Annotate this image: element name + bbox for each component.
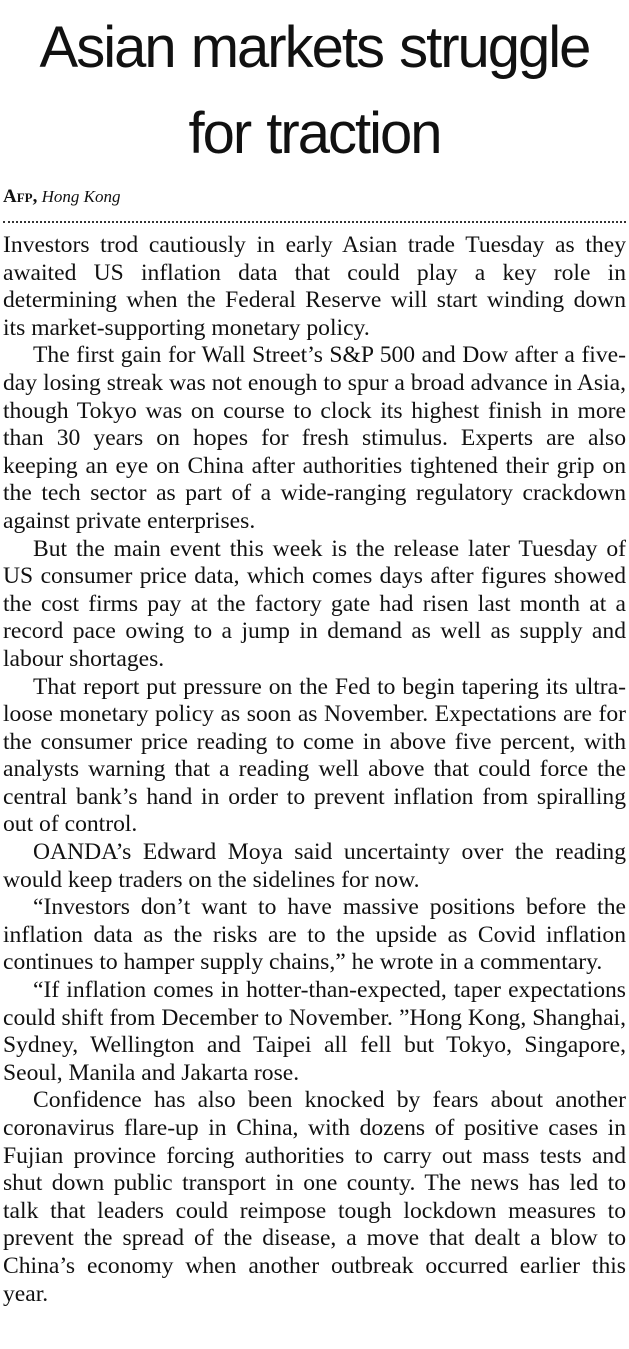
paragraph: Investors trod cautiously in early Asian…: [3, 232, 626, 341]
byline: Afp, Hong Kong: [3, 186, 120, 208]
paragraph: “Investors don’t want to have massive po…: [3, 894, 626, 976]
headline-line-2: for traction: [188, 101, 443, 166]
paragraph: That report put pressure on the Fed to b…: [3, 673, 626, 838]
headline: Asian markets struggle for traction: [0, 0, 629, 172]
paragraph: “If inflation comes in hotter-than-expec…: [3, 977, 626, 1086]
article-body: Investors trod cautiously in early Asian…: [3, 232, 626, 1308]
paragraph: But the main event this week is the rele…: [3, 535, 626, 672]
dotted-divider: [3, 221, 626, 223]
headline-line-1: Asian markets struggle: [39, 15, 592, 80]
paragraph: Confidence has also been knocked by fear…: [3, 1087, 626, 1307]
byline-agency: Afp,: [3, 186, 38, 207]
paragraph: OANDA’s Edward Moya said uncertainty ove…: [3, 839, 626, 893]
byline-place: Hong Kong: [41, 187, 121, 206]
paragraph: The first gain for Wall Street’s S&P 500…: [3, 342, 626, 534]
